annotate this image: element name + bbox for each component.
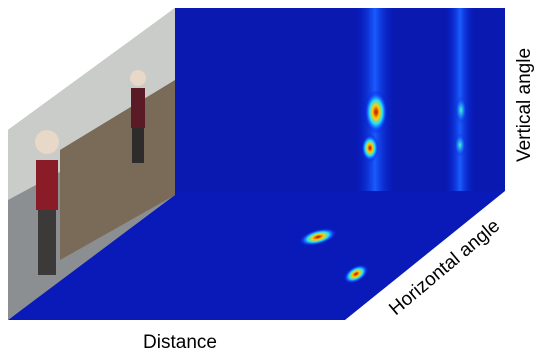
person-legs	[38, 210, 56, 275]
person	[36, 160, 58, 210]
hot-spot	[361, 134, 379, 162]
spot	[454, 133, 466, 157]
person-head	[35, 130, 59, 154]
axis-label: Distance	[143, 332, 217, 353]
person	[131, 88, 145, 128]
person-legs	[132, 128, 144, 163]
floor	[8, 191, 505, 320]
hot-spot	[343, 264, 369, 284]
spot	[455, 96, 467, 124]
axis-label: Vertical angle	[514, 48, 535, 162]
person-head	[130, 70, 146, 86]
photo-desks	[60, 80, 175, 260]
hot-spot	[364, 90, 388, 134]
hot-spot	[298, 227, 338, 247]
